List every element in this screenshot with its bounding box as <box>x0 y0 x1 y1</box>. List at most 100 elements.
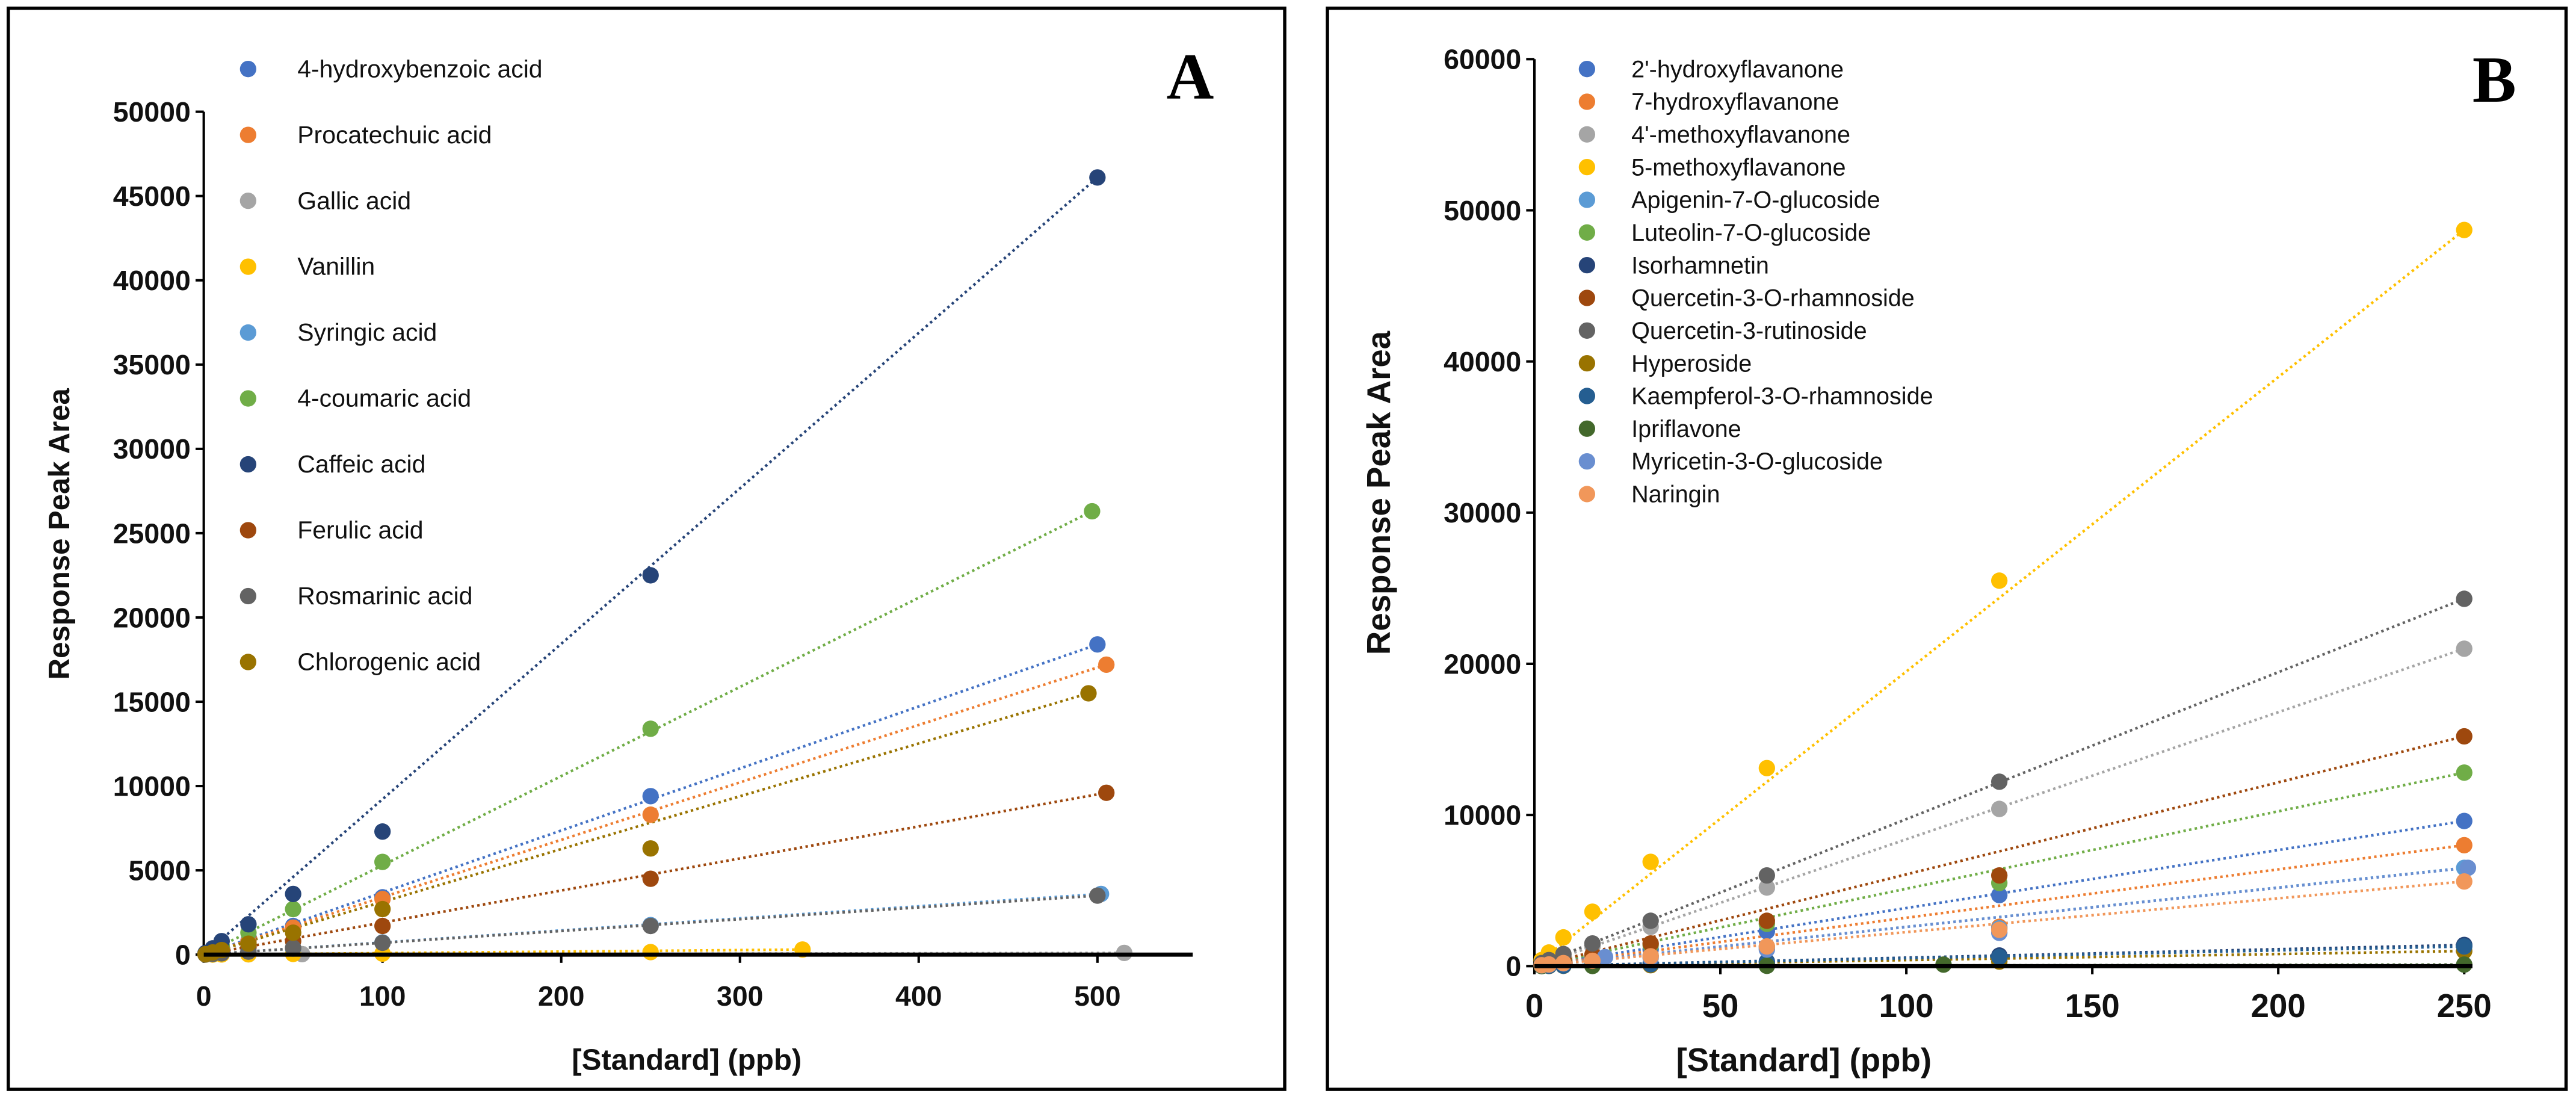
panel-b-legend-marker <box>1578 453 1596 470</box>
panel-a-y-tick-label: 25000 <box>113 518 191 549</box>
panel-b-legend-label: 4'-methoxyflavanone <box>1631 122 1850 148</box>
panel-a-data-point <box>642 944 659 961</box>
panel-a-trendline <box>205 176 1099 955</box>
panel-b-legend-marker <box>1578 322 1596 339</box>
panel-b-legend-label: Myricetin-3-O-glucoside <box>1631 448 1883 475</box>
panel-a-y-tick-label: 40000 <box>113 265 191 296</box>
panel-a-legend-label: Procatechuic acid <box>297 121 492 149</box>
panel-a-y-tick-label: 35000 <box>113 349 191 380</box>
panel-b-legend-marker <box>1578 388 1596 404</box>
panel-b-legend-marker <box>1578 93 1596 110</box>
panel-b-data-point <box>1555 929 1572 946</box>
panel-a-y-tick-label: 0 <box>175 939 191 971</box>
panel-b-letter: B <box>2473 43 2516 116</box>
panel-b-y-tick-label: 0 <box>1506 951 1521 982</box>
panel-b-y-tick-label: 10000 <box>1444 800 1521 831</box>
panel-b-x-tick-label: 200 <box>2251 988 2306 1024</box>
panel-b-legend-label: 2'-hydroxyflavanone <box>1631 56 1844 82</box>
panel-b-trendline <box>1540 229 2465 961</box>
panel-b-y-tick-label: 60000 <box>1444 44 1521 75</box>
panel-a-data-point <box>1084 503 1101 520</box>
panel-b-y-tick-label: 20000 <box>1444 648 1521 679</box>
panel-b-data-point <box>1758 938 1775 955</box>
panel-b-data-point <box>1991 867 2008 884</box>
panel-a-x-tick-label: 0 <box>196 980 212 1012</box>
panel-b-x-tick-label: 150 <box>2065 988 2120 1024</box>
panel-b-data-point <box>1991 921 2008 938</box>
panel-a-data-point <box>1098 784 1115 801</box>
panel-a-x-tick-label: 500 <box>1074 980 1120 1012</box>
panel-b-legend-label: Ipriflavone <box>1631 416 1741 442</box>
panel-b-legend-label: Hyperoside <box>1631 350 1752 377</box>
panel-b-legend-label: Kaempferol-3-O-rhamnoside <box>1631 383 1933 410</box>
panel-b-data-point <box>1584 903 1601 920</box>
panel-b-data-point <box>1991 773 2008 790</box>
panel-b-border <box>1326 6 2568 1091</box>
panel-b-legend-label: 7-hydroxyflavanone <box>1631 89 1839 116</box>
panel-a-data-point <box>1098 656 1115 673</box>
panel-b-data-point <box>1642 853 1659 870</box>
panel-b-x-axis-label: [Standard] (ppb) <box>1676 1042 1932 1078</box>
panel-b-legend-label: Isorhamnetin <box>1631 252 1769 279</box>
panel-a-trendline <box>205 692 1089 956</box>
panel-b-data-point <box>2456 728 2473 745</box>
panel-b-x-tick-label: 250 <box>2437 988 2492 1024</box>
panel-b-x-tick-label: 50 <box>1702 988 1739 1024</box>
panel-b-y-tick-label: 50000 <box>1444 195 1521 226</box>
panel-b-data-point <box>1758 867 1775 884</box>
panel-a-legend-label: Caffeic acid <box>297 450 425 478</box>
panel-a-data-point <box>642 917 659 935</box>
panel-b-data-point <box>1991 572 2008 589</box>
panel-a-data-point <box>642 806 659 823</box>
panel-a-y-tick-label: 20000 <box>113 602 191 633</box>
panel-b-data-point <box>2456 837 2473 854</box>
panel-a-border <box>7 6 1286 1091</box>
panel-b-legend-marker <box>1578 486 1596 503</box>
panel-a-legend-label: 4-hydroxybenzoic acid <box>297 55 542 82</box>
panel-a-data-point <box>374 900 391 918</box>
panel-b-legend-marker <box>1578 256 1596 274</box>
panel-a-y-tick-label: 10000 <box>113 770 191 802</box>
panel-a-legend-marker <box>239 126 257 143</box>
panel-b-data-point <box>2456 640 2473 657</box>
panel-a-legend-marker <box>239 390 257 407</box>
panel-a-legend-label: Chlorogenic acid <box>297 648 481 676</box>
panel-b-data-point <box>1758 879 1775 896</box>
panel-b-data-point <box>1555 955 1572 971</box>
panel-b-data-point <box>1596 948 1614 965</box>
panel-a-data-point <box>240 935 257 952</box>
panel-a-x-tick-label: 100 <box>359 980 406 1012</box>
panel-a-data-point <box>285 924 301 941</box>
panel-b-legend-marker <box>1578 420 1596 437</box>
panel-b-data-point <box>1991 887 2008 903</box>
panel-a-data-point <box>374 823 391 840</box>
panel-a-legend-marker <box>239 587 257 605</box>
panel-a-data-point <box>240 916 257 933</box>
panel-a-data-point <box>1089 169 1106 186</box>
panel-b-data-point <box>2456 938 2473 955</box>
panel-a-legend-marker <box>239 192 257 209</box>
panel-b-legend-marker <box>1578 158 1596 176</box>
panel-a-data-point <box>374 853 391 870</box>
panel-a-x-axis-label: [Standard] (ppb) <box>572 1044 802 1076</box>
panel-b-data-point <box>1991 948 2008 965</box>
panel-a-legend-label: Ferulic acid <box>297 516 423 544</box>
panel-b-y-tick-label: 40000 <box>1444 346 1521 377</box>
panel-b-legend-marker <box>1578 354 1596 372</box>
panel-b-trendline <box>1541 647 2465 965</box>
panel-a-legend-label: Rosmarinic acid <box>297 582 472 610</box>
panel-b-legend-marker <box>1578 224 1596 241</box>
panel-a-y-tick-label: 30000 <box>113 433 191 465</box>
panel-a-x-tick-label: 200 <box>538 980 584 1012</box>
panel-a-data-point <box>1089 636 1106 653</box>
panel-a-legend-marker <box>239 61 257 78</box>
panel-a-data-point <box>285 900 301 918</box>
panel-b-y-tick-label: 30000 <box>1444 497 1521 528</box>
panel-b-trendline <box>1541 880 2465 967</box>
panel-a-x-tick-label: 400 <box>895 980 942 1012</box>
panel-a-legend-label: Syringic acid <box>297 318 437 346</box>
panel-b-y-axis-label: Response Peak Area <box>1361 330 1397 655</box>
panel-b-legend-label: Naringin <box>1631 481 1720 508</box>
panel-a-data-point <box>642 567 659 584</box>
panel-a-data-point <box>374 934 391 952</box>
